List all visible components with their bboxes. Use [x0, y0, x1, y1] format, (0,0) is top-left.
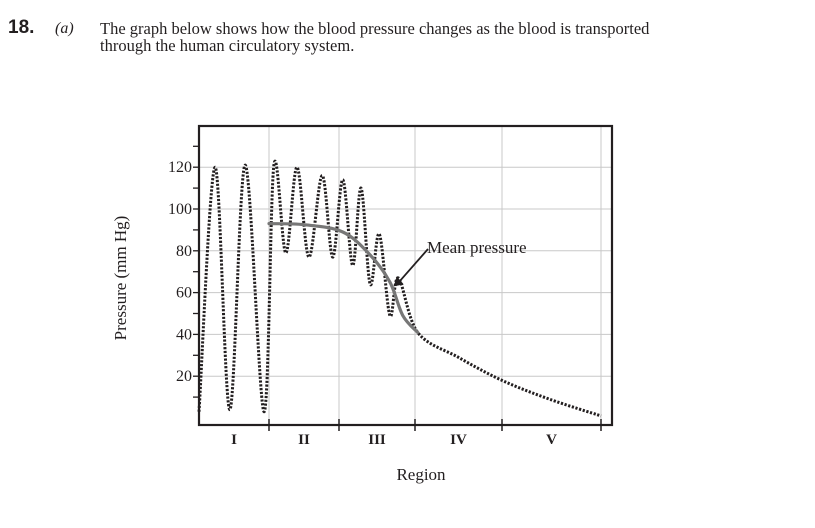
region-label-V: V	[546, 432, 557, 448]
question-text-line-1: The graph below shows how the blood pres…	[100, 19, 650, 38]
y-axis-title: Pressure (mm Hg)	[111, 216, 130, 341]
pressure-line	[197, 159, 602, 418]
mean-pressure-line	[267, 222, 420, 334]
y-tick-label: 60	[176, 285, 192, 302]
region-label-I: I	[231, 432, 237, 448]
y-axis-ticks: 20 40 60 80 100 120	[168, 145, 199, 398]
question-part: (a)	[55, 20, 74, 37]
region-label-II: II	[298, 432, 310, 448]
series-group	[197, 159, 602, 418]
annotation-group: Mean pressure	[393, 238, 527, 287]
region-label-III: III	[368, 432, 386, 448]
grid	[199, 126, 612, 425]
y-tick-label: 100	[168, 201, 192, 218]
plot-border	[197, 124, 614, 427]
question-text: The graph below shows how the blood pres…	[100, 20, 800, 54]
arrowhead-icon	[393, 276, 404, 287]
y-tick-label: 80	[176, 243, 192, 260]
annotation-mean-pressure: Mean pressure	[427, 238, 527, 257]
question-number: 18.	[8, 17, 35, 38]
plot-frame	[197, 124, 614, 427]
y-tick-label: 40	[176, 326, 192, 343]
y-tick-label: 120	[168, 159, 192, 176]
x-axis-ticks: I II III IV V	[231, 419, 602, 448]
y-tick-label: 20	[176, 368, 192, 385]
annotation-arrow-line	[398, 248, 429, 283]
x-axis-title: Region	[396, 465, 446, 484]
question-text-line-2: through the human circulatory system.	[100, 36, 355, 55]
region-label-IV: IV	[450, 432, 467, 448]
